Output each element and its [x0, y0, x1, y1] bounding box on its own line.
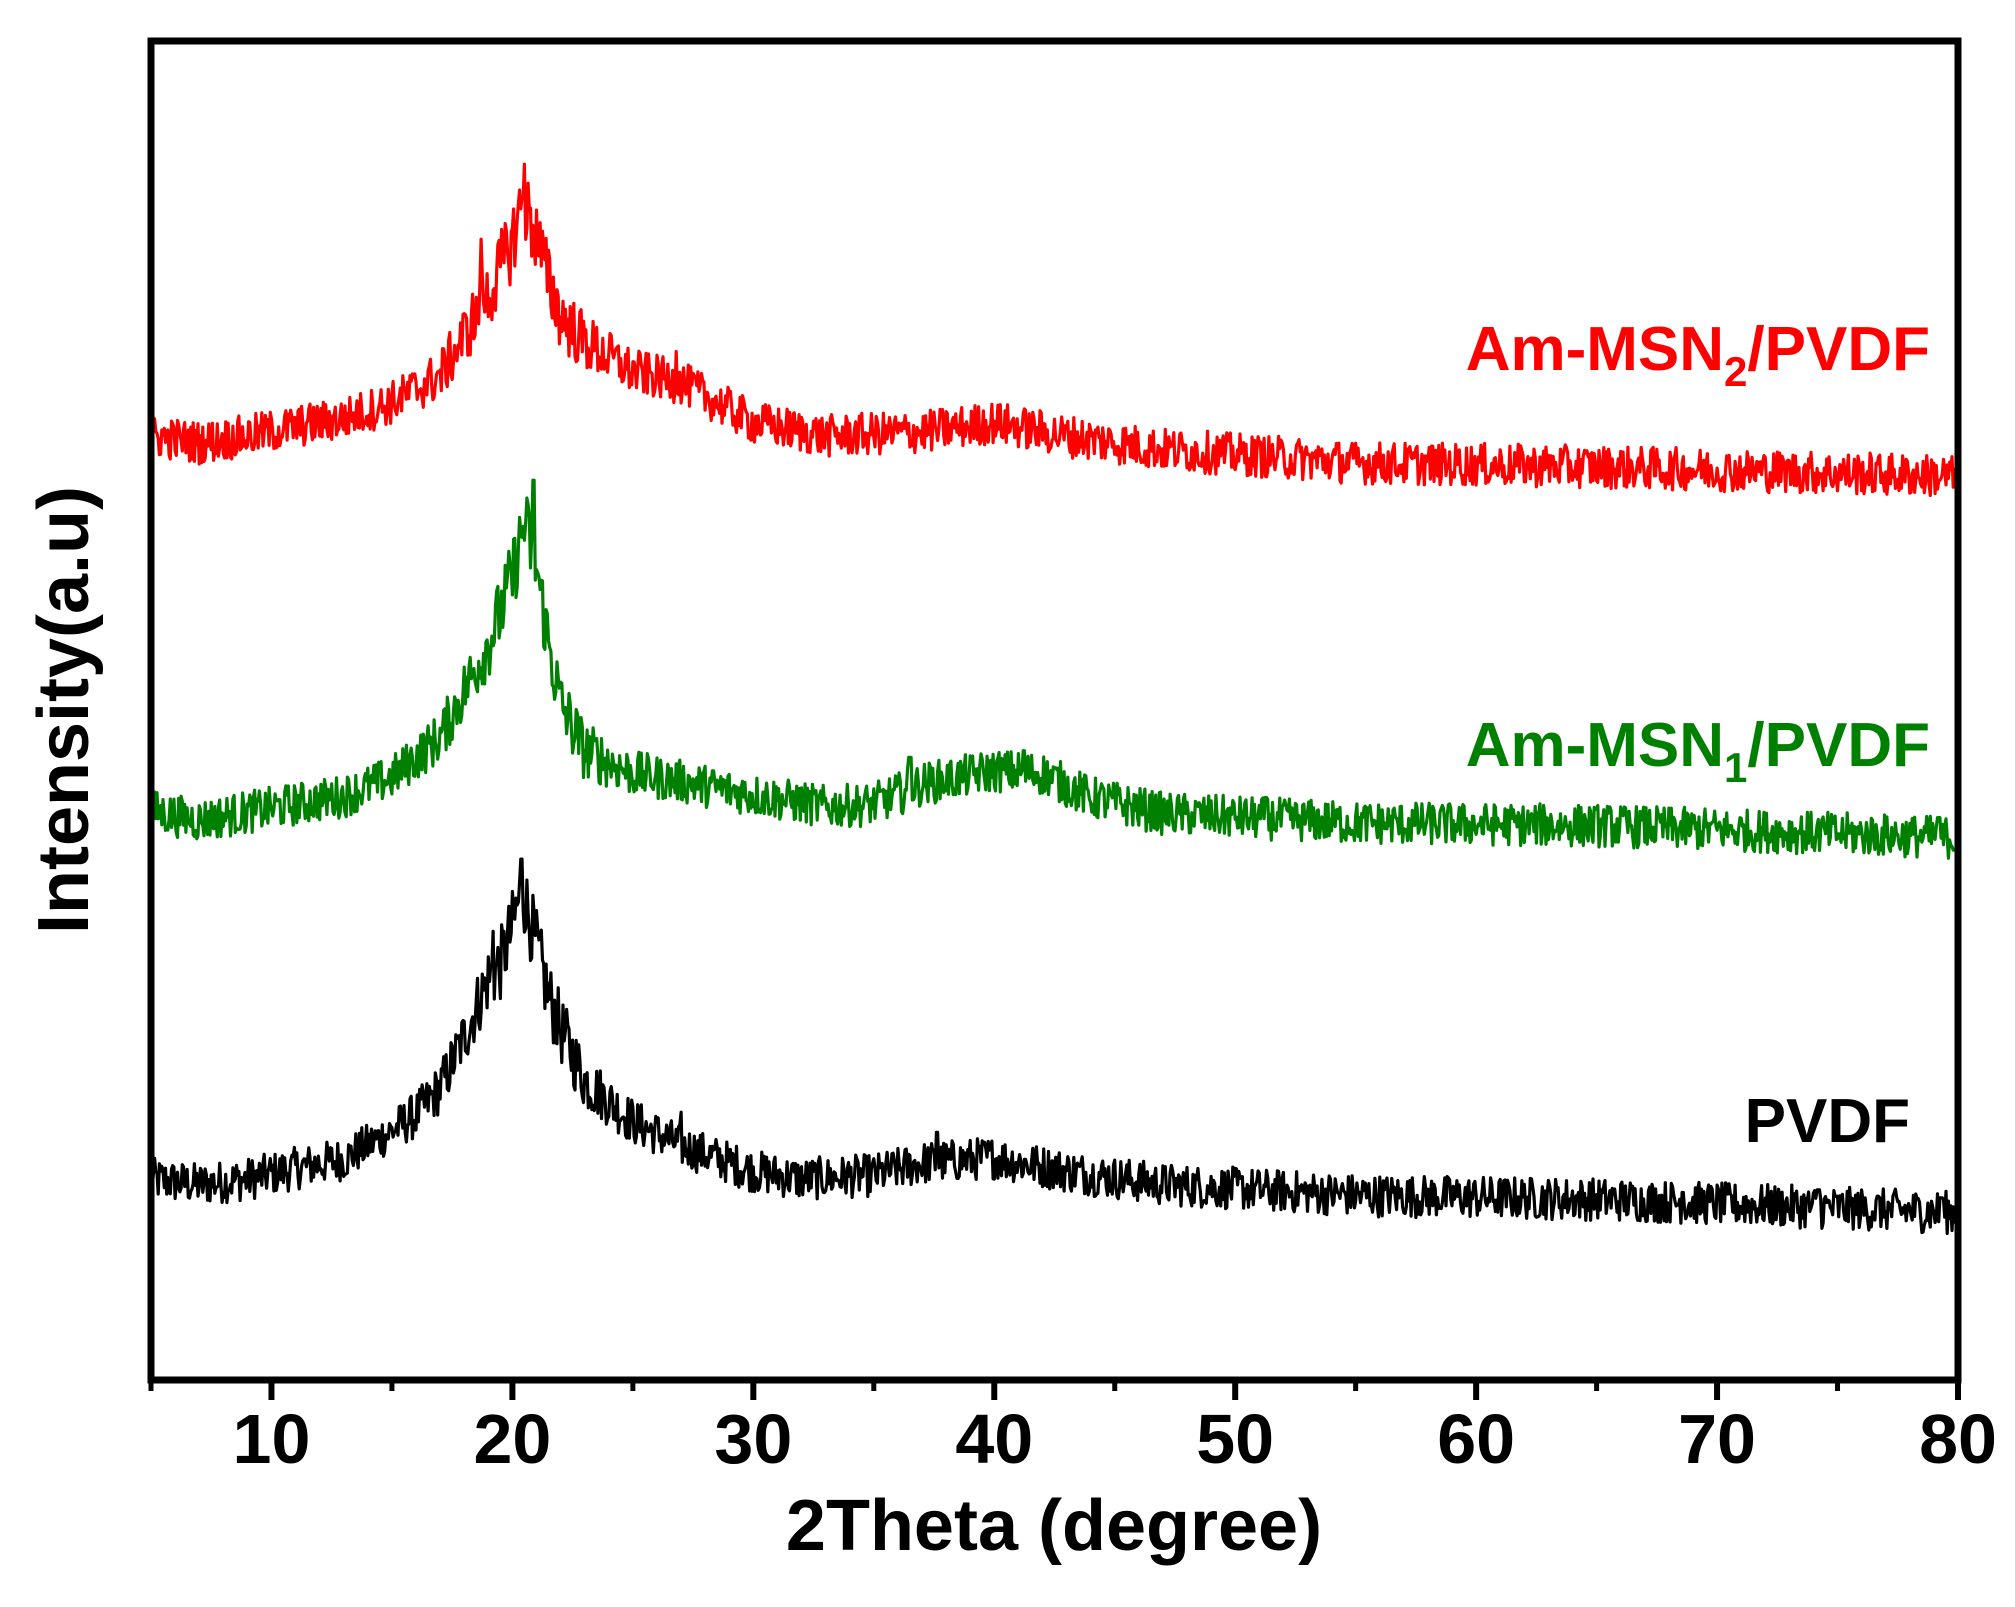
x-tick-label: 60 — [1437, 1400, 1515, 1478]
x-tick-label: 30 — [714, 1400, 792, 1478]
x-axis-title: 2Theta (degree) — [786, 1486, 1322, 1566]
series-layer — [149, 162, 1960, 1235]
x-axis-ticks: 10 20 30 40 50 60 70 80 — [148, 1380, 1997, 1478]
plot-frame — [147, 37, 1962, 1384]
series-line-am-msn1-pvdf — [149, 478, 1960, 860]
x-tick-label: 10 — [233, 1400, 311, 1478]
x-tick-label: 40 — [955, 1400, 1033, 1478]
series-line-pvdf — [149, 857, 1960, 1235]
series-line-am-msn2-pvdf — [149, 162, 1960, 497]
x-tick-label: 20 — [473, 1400, 551, 1478]
series-label-am-msn1-pvdf: Am-MSN1/PVDF — [1466, 711, 1930, 791]
y-axis-title: Intensity(a.u) — [24, 486, 104, 934]
x-tick-label: 80 — [1919, 1400, 1997, 1478]
series-label-pvdf: PVDF — [1745, 1087, 1910, 1156]
series-label-am-msn2-pvdf: Am-MSN2/PVDF — [1466, 315, 1930, 395]
series-labels: PVDF Am-MSN1/PVDF Am-MSN2/PVDF — [1466, 315, 1930, 1156]
x-tick-label: 50 — [1196, 1400, 1274, 1478]
x-tick-label: 70 — [1678, 1400, 1756, 1478]
